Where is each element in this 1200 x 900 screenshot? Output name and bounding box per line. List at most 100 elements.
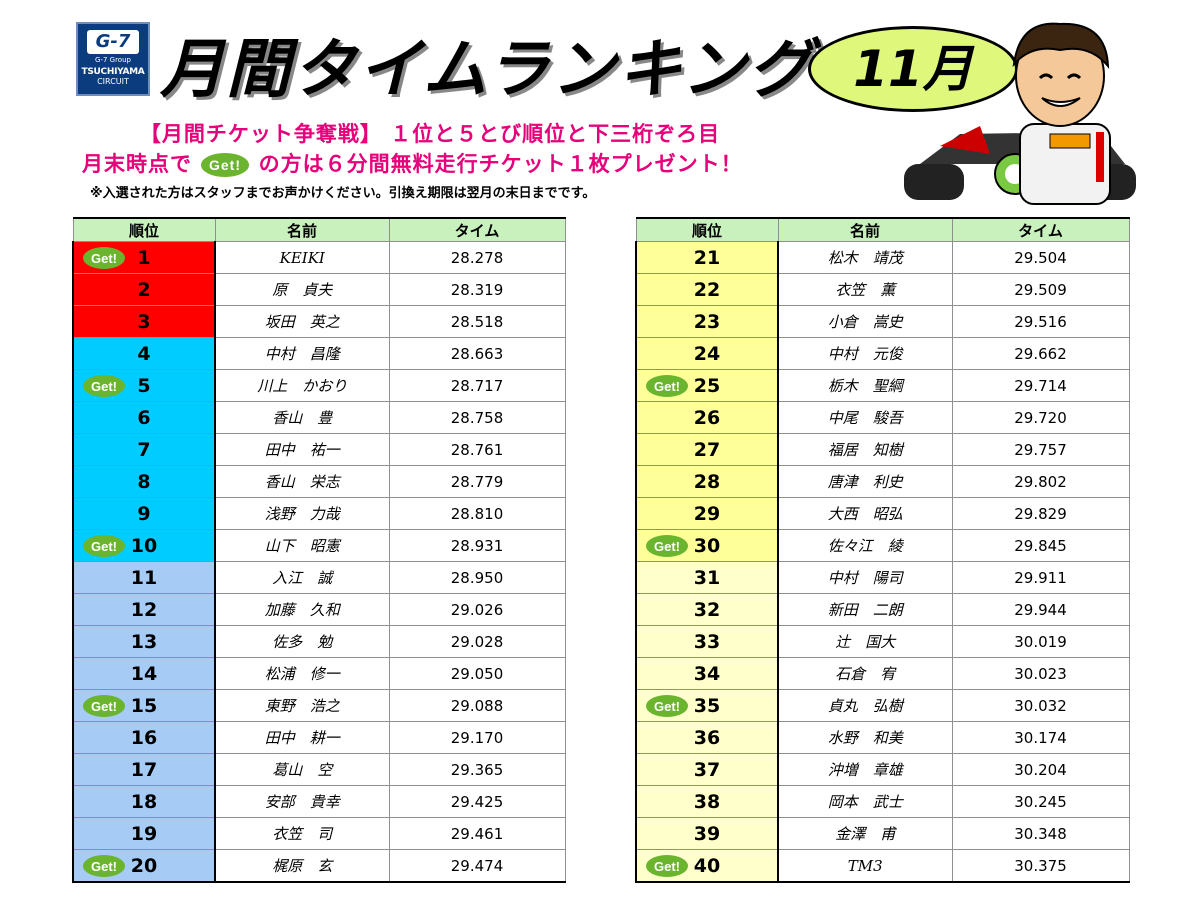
rank-cell: 38 — [635, 785, 779, 818]
name-cell: 浅野 力哉 — [214, 497, 390, 530]
rank-number: 31 — [693, 566, 721, 589]
table-row: Get! 5 川上 かおり 28.717 — [72, 369, 566, 402]
table-row: 12 加藤 久和 29.026 — [72, 593, 566, 626]
rank-number: 28 — [693, 470, 721, 493]
rank-cell: 18 — [72, 785, 216, 818]
table-row: Get! 10 山下 昭憲 28.931 — [72, 529, 566, 562]
rank-cell: Get! 10 — [72, 529, 216, 562]
rank-number: 26 — [693, 406, 721, 429]
rank-cell: 16 — [72, 721, 216, 754]
time-cell: 29.720 — [951, 401, 1130, 434]
time-cell: 29.170 — [388, 721, 566, 754]
rank-cell: 32 — [635, 593, 779, 626]
name-cell: 梶原 玄 — [214, 849, 390, 883]
name-cell: 加藤 久和 — [214, 593, 390, 626]
rank-cell: 24 — [635, 337, 779, 370]
get-badge-icon: Get! — [83, 535, 125, 557]
col-rank-header: 順位 — [635, 217, 779, 242]
rank-number: 35 — [693, 694, 721, 717]
name-cell: 松浦 修一 — [214, 657, 390, 690]
rank-number: 32 — [693, 598, 721, 621]
rank-number: 9 — [137, 502, 151, 525]
rank-number: 40 — [693, 854, 721, 877]
name-cell: 佐多 勉 — [214, 625, 390, 658]
rank-cell: 14 — [72, 657, 216, 690]
logo-name: TSUCHIYAMA — [81, 67, 145, 77]
name-cell: 福居 知樹 — [777, 433, 953, 466]
get-badge-icon: Get! — [646, 855, 688, 877]
table-row: 7 田中 祐一 28.761 — [72, 433, 566, 466]
ranking-table-left: 順位 名前 タイム Get! 1 KEIKI 28.278 2 原 貞夫 28.319 3 坂田… — [72, 217, 566, 883]
time-cell: 28.810 — [388, 497, 566, 530]
time-cell: 28.761 — [388, 433, 566, 466]
get-badge-text: Get! — [91, 699, 117, 714]
rank-cell: Get! 15 — [72, 689, 216, 722]
get-badge-text: Get! — [209, 157, 241, 173]
get-badge-icon: Get! — [646, 695, 688, 717]
table-row: 24 中村 元俊 29.662 — [635, 337, 1130, 370]
table-row: Get! 1 KEIKI 28.278 — [72, 241, 566, 274]
get-badge-text: Get! — [91, 859, 117, 874]
rank-number: 1 — [137, 246, 151, 269]
rank-number: 13 — [130, 630, 158, 653]
rank-cell: 39 — [635, 817, 779, 850]
rank-cell: 28 — [635, 465, 779, 498]
name-cell: 沖増 章雄 — [777, 753, 953, 786]
rank-cell: 26 — [635, 401, 779, 434]
rank-number: 12 — [130, 598, 158, 621]
table-row: 2 原 貞夫 28.319 — [72, 273, 566, 306]
rank-number: 11 — [130, 566, 158, 589]
table-row: 19 衣笠 司 29.461 — [72, 817, 566, 850]
rank-cell: 4 — [72, 337, 216, 370]
rank-cell: 2 — [72, 273, 216, 306]
time-cell: 29.028 — [388, 625, 566, 658]
time-cell: 29.509 — [951, 273, 1130, 306]
table-row: 29 大西 昭弘 29.829 — [635, 497, 1130, 530]
table-row: 11 入江 誠 28.950 — [72, 561, 566, 594]
get-badge-icon: Get! — [83, 695, 125, 717]
rank-cell: 36 — [635, 721, 779, 754]
get-badge-text: Get! — [654, 859, 680, 874]
name-cell: 金澤 甫 — [777, 817, 953, 850]
name-cell: 辻 国大 — [777, 625, 953, 658]
get-badge-text: Get! — [91, 539, 117, 554]
notice-line-2-post: の方は６分間無料走行チケット１枚プレゼント！ — [258, 152, 743, 176]
time-cell: 29.425 — [388, 785, 566, 818]
rank-cell: 33 — [635, 625, 779, 658]
name-cell: 貞丸 弘樹 — [777, 689, 953, 722]
name-cell: 石倉 宥 — [777, 657, 953, 690]
table-row: 13 佐多 勉 29.028 — [72, 625, 566, 658]
rank-cell: 21 — [635, 241, 779, 274]
logo-brand: G-7 — [87, 30, 139, 54]
time-cell: 29.365 — [388, 753, 566, 786]
month-bubble: 11月 — [808, 26, 1018, 112]
rank-cell: 37 — [635, 753, 779, 786]
rank-number: 29 — [693, 502, 721, 525]
table-row: Get! 35 貞丸 弘樹 30.032 — [635, 689, 1130, 722]
rank-cell: 11 — [72, 561, 216, 594]
name-cell: 栃木 聖綱 — [777, 369, 953, 402]
rank-cell: Get! 40 — [635, 849, 779, 883]
rank-number: 34 — [693, 662, 721, 685]
time-cell: 28.663 — [388, 337, 566, 370]
table-row: Get! 25 栃木 聖綱 29.714 — [635, 369, 1130, 402]
name-cell: 安部 貴幸 — [214, 785, 390, 818]
rank-number: 27 — [693, 438, 721, 461]
get-badge-icon: Get! — [646, 375, 688, 397]
rank-cell: 23 — [635, 305, 779, 338]
rank-number: 7 — [137, 438, 151, 461]
rank-cell: 8 — [72, 465, 216, 498]
table-row: 26 中尾 駿吾 29.720 — [635, 401, 1130, 434]
time-cell: 30.245 — [951, 785, 1130, 818]
rank-cell: Get! 5 — [72, 369, 216, 402]
rank-number: 22 — [693, 278, 721, 301]
table-row: 36 水野 和美 30.174 — [635, 721, 1130, 754]
rank-cell: Get! 30 — [635, 529, 779, 562]
rank-number: 5 — [137, 374, 151, 397]
rank-cell: 9 — [72, 497, 216, 530]
time-cell: 28.779 — [388, 465, 566, 498]
rank-cell: 7 — [72, 433, 216, 466]
rank-number: 37 — [693, 758, 721, 781]
rank-cell: Get! 1 — [72, 241, 216, 274]
ranking-table-right: 順位 名前 タイム 21 松木 靖茂 29.504 22 衣笠 薫 29.509 23 小倉 … — [635, 217, 1130, 883]
